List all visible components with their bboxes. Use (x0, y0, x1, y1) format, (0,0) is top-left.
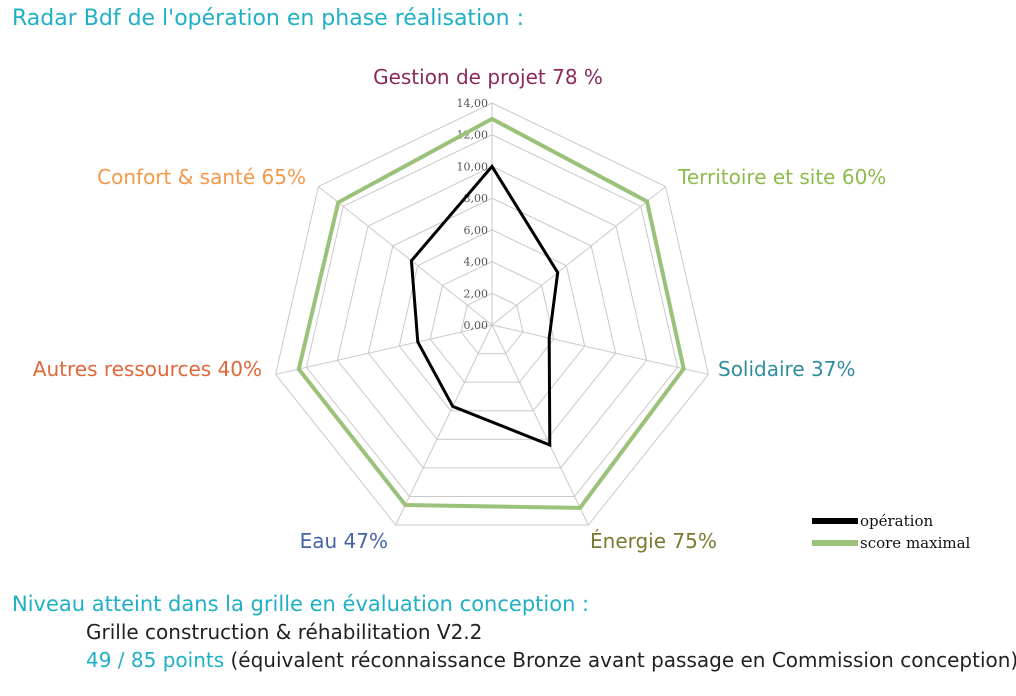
axis-label: Territoire et site 60% (677, 165, 886, 189)
points-note: (équivalent réconnaissance Bronze avant … (230, 648, 1016, 672)
points-line: 49 / 85 points (équivalent réconnaissanc… (86, 648, 1016, 672)
grid-spoke (395, 324, 493, 526)
legend-label-operation: opération (860, 512, 934, 530)
tick-label: 2,00 (464, 287, 489, 300)
legend-swatch-score-maximal (812, 540, 858, 546)
axis-label: Solidaire 37% (718, 357, 855, 381)
grid-ring (275, 102, 709, 526)
series-score-maximal (296, 116, 686, 510)
summary-section: Niveau atteint dans la grille en évaluat… (12, 592, 1016, 672)
grid-ring (336, 165, 648, 469)
grid-spoke (491, 324, 709, 375)
axis-label: Confort & santé 65% (97, 165, 306, 189)
grid-spoke (491, 324, 589, 526)
legend-label-score-maximal: score maximal (860, 534, 971, 552)
chart-title: Radar Bdf de l'opération en phase réalis… (12, 6, 524, 31)
tick-label: 6,00 (464, 224, 489, 237)
grille-version: Grille construction & réhabilitation V2.… (86, 620, 483, 644)
axis-label: Eau 47% (300, 529, 388, 553)
tick-label: 14,00 (457, 97, 489, 110)
tick-label: 0,00 (464, 319, 489, 332)
tick-label: 10,00 (457, 160, 489, 173)
grid-spoke (491, 186, 666, 326)
grid-ring (305, 134, 679, 497)
grid-spoke (318, 186, 493, 326)
axis-label: Autres ressources 40% (33, 357, 262, 381)
series-operation (409, 163, 560, 448)
grid-ring (460, 292, 524, 355)
radar-chart: 0,002,004,006,008,0010,0012,0014,00Gesti… (33, 65, 887, 553)
legend-swatch-operation (812, 518, 858, 524)
legend: opération score maximal (812, 510, 970, 554)
tick-label: 8,00 (464, 192, 489, 205)
legend-item-operation: opération (812, 510, 970, 532)
grid-spoke (275, 324, 493, 375)
tick-label: 4,00 (464, 256, 489, 269)
grid-ring (429, 261, 555, 383)
grid-ring (367, 197, 617, 440)
axis-label: Gestion de projet 78 % (373, 65, 603, 89)
legend-item-score-maximal: score maximal (812, 532, 970, 554)
points-score: 49 / 85 points (86, 648, 225, 672)
niveau-heading: Niveau atteint dans la grille en évaluat… (12, 592, 590, 616)
axis-label: Énergie 75% (590, 529, 717, 553)
grid-ring (398, 229, 586, 412)
